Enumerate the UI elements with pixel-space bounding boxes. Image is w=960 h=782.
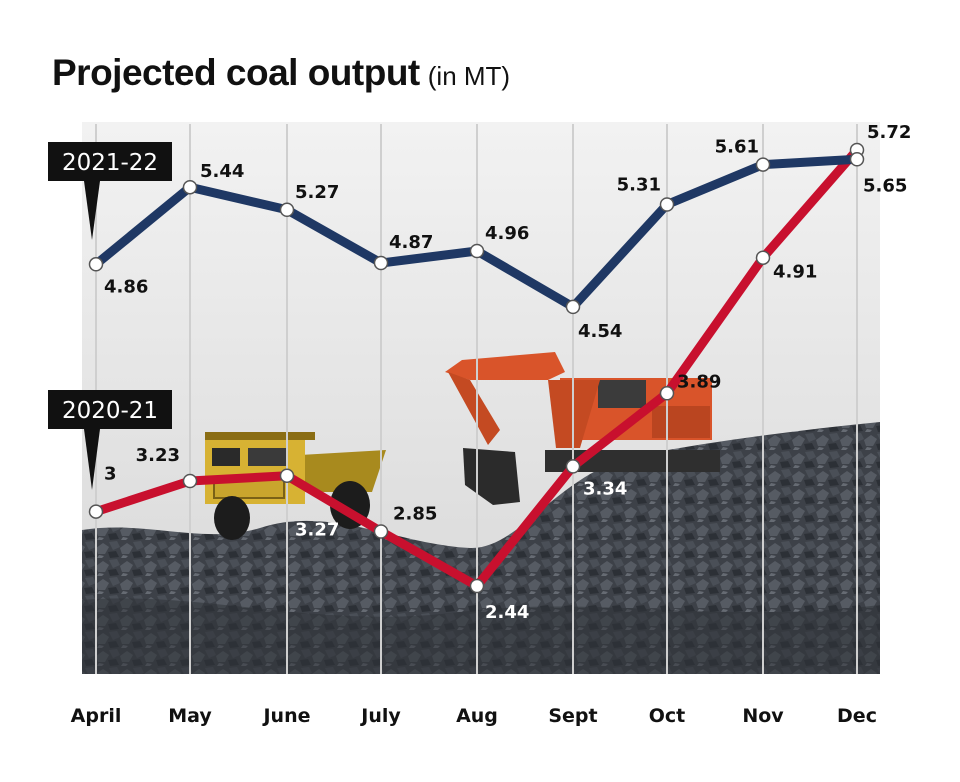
label-2020-21-july: 2.85 <box>393 504 437 525</box>
point-2020-21-oct <box>659 386 675 401</box>
x-tick-june: June <box>261 705 310 727</box>
label-2021-22-may: 5.44 <box>200 161 244 182</box>
point-2021-22-july <box>373 255 389 271</box>
label-2020-21-april: 3 <box>104 464 117 485</box>
label-2020-21-oct: 3.89 <box>677 371 721 392</box>
label-2021-22-april: 4.86 <box>104 276 148 297</box>
x-tick-dec: Dec <box>837 705 877 727</box>
series-layer <box>88 142 865 594</box>
point-2020-21-may <box>182 473 198 489</box>
point-2021-22-oct <box>659 197 675 212</box>
series-tag-2020-21: 2020-21 <box>48 390 172 490</box>
value-labels: 4.86 5.44 5.27 4.87 4.96 4.54 5.31 5.61 5.65 3 3.2… <box>104 122 911 623</box>
chart-title: Projected coal output <box>52 52 420 93</box>
point-2020-21-nov <box>755 250 771 265</box>
label-2021-22-june: 5.27 <box>295 182 339 203</box>
label-2021-22-oct: 5.31 <box>617 175 661 196</box>
x-tick-aug: Aug <box>456 705 498 727</box>
point-2020-21-aug <box>469 578 485 594</box>
label-2020-21-aug: 2.44 <box>485 602 529 623</box>
point-2020-21-july <box>373 524 389 539</box>
x-axis-labels: April May June July Aug Sept Oct Nov Dec <box>71 705 877 727</box>
label-2020-21-nov: 4.91 <box>773 262 817 283</box>
point-2021-22-sept <box>565 299 581 315</box>
chart-title-group: Projected coal output (in MT) <box>52 52 510 94</box>
series-tag-2020-21-label: 2020-21 <box>62 398 158 424</box>
x-tick-may: May <box>168 705 212 727</box>
series-tag-2021-22-label: 2021-22 <box>62 150 158 176</box>
point-2021-22-nov <box>755 157 771 172</box>
label-2020-21-june: 3.27 <box>295 520 339 541</box>
point-2021-22-may <box>182 179 198 195</box>
chart-unit: (in MT) <box>427 61 511 91</box>
point-2020-21-sept <box>565 459 581 474</box>
point-2020-21-june <box>279 468 295 483</box>
point-2021-22-april <box>88 257 104 272</box>
x-tick-nov: Nov <box>742 705 784 727</box>
x-tick-sept: Sept <box>548 705 597 727</box>
label-2020-21-may: 3.23 <box>136 445 180 466</box>
point-2021-22-dec <box>849 152 865 167</box>
x-tick-april: April <box>71 705 122 727</box>
label-2021-22-nov: 5.61 <box>715 137 759 158</box>
label-2020-21-sept: 3.34 <box>583 478 627 499</box>
point-2021-22-aug <box>469 243 485 259</box>
x-tick-oct: Oct <box>649 705 686 727</box>
label-2021-22-dec: 5.65 <box>863 175 907 196</box>
point-2020-21-april <box>88 504 104 519</box>
series-tag-2021-22: 2021-22 <box>48 142 172 240</box>
label-2021-22-sept: 4.54 <box>578 321 622 342</box>
x-tick-july: July <box>359 705 401 727</box>
label-2020-21-dec: 5.72 <box>867 122 911 143</box>
point-2021-22-june <box>279 202 295 218</box>
label-2021-22-july: 4.87 <box>389 232 433 253</box>
label-2021-22-aug: 4.96 <box>485 223 529 244</box>
